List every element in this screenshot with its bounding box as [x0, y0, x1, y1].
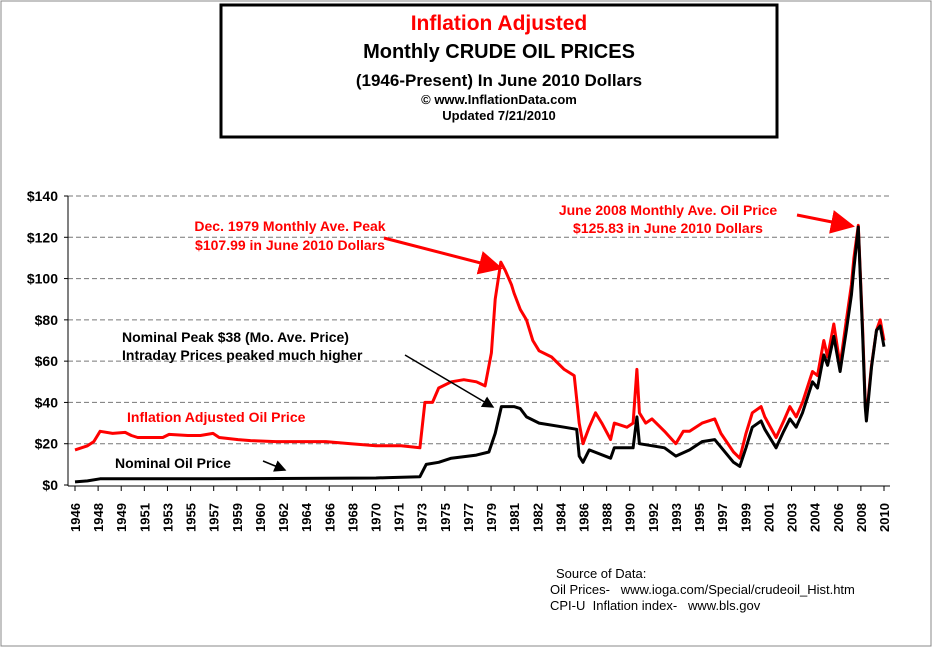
- series-lines: [74, 223, 886, 484]
- x-tick-label: 1960: [253, 503, 268, 532]
- annotation-nominal-peak-line2: Intraday Prices peaked much higher: [122, 347, 363, 363]
- x-tick-label: 2003: [785, 503, 800, 532]
- annotation-nominal-peak-line1: Nominal Peak $38 (Mo. Ave. Price): [122, 329, 349, 345]
- annotation-2008-peak-line1: June 2008 Monthly Ave. Oil Price: [559, 202, 778, 218]
- x-tick-label: 1953: [160, 503, 175, 532]
- x-tick-label: 1999: [738, 503, 753, 532]
- x-tick-label: 1973: [415, 503, 430, 532]
- source-cpi: CPI-U Inflation index- www.bls.gov: [550, 598, 761, 613]
- x-tick-label: 1981: [507, 503, 522, 532]
- y-tick-label: $0: [42, 477, 58, 493]
- title-box: [219, 3, 779, 139]
- x-tick-label: 1946: [68, 503, 83, 532]
- x-tick-label: 1970: [368, 503, 383, 532]
- nominal-price-line: [74, 225, 886, 484]
- x-tick-label: 1959: [230, 503, 245, 532]
- source-oil-prices: Oil Prices- www.ioga.com/Special/crudeoi…: [550, 582, 855, 597]
- y-tick-label: $60: [35, 353, 59, 369]
- arrow-1979-peak: [383, 236, 503, 275]
- y-tick-label: $120: [27, 229, 58, 245]
- y-tick-label: $80: [35, 312, 59, 328]
- y-tick-label: $20: [35, 436, 59, 452]
- x-tick-label: 2004: [808, 502, 823, 532]
- x-tick-label: 1986: [577, 503, 592, 532]
- source-heading: Source of Data:: [556, 566, 646, 581]
- y-tick-label: $140: [27, 188, 58, 204]
- x-tick-label: 1992: [646, 503, 661, 532]
- x-tick-label: 1955: [184, 503, 199, 532]
- x-tick-label: 1964: [299, 502, 314, 532]
- x-axis-ticks: 1946 1948 1949 1951 1953 1955 1957 1959 1960 1962…: [68, 486, 892, 532]
- annotation-1979-peak-line2: $107.99 in June 2010 Dollars: [195, 237, 385, 253]
- arrow-nominal-label: [262, 460, 287, 472]
- x-tick-label: 2010: [877, 503, 892, 532]
- x-tick-label: 1968: [345, 503, 360, 532]
- x-tick-label: 1977: [461, 503, 476, 532]
- nominal-series-label: Nominal Oil Price: [115, 455, 231, 471]
- y-axis-ticks: $0 $20 $40 $60 $80 $100 $120 $140: [27, 188, 68, 493]
- adjusted-series-label: Inflation Adjusted Oil Price: [127, 409, 306, 425]
- x-tick-label: 1988: [600, 503, 615, 532]
- title-line1: Inflation Adjusted: [411, 12, 588, 35]
- x-tick-label: 1948: [91, 503, 106, 532]
- x-tick-label: 1984: [553, 502, 568, 532]
- title-line5: Updated 7/21/2010: [442, 108, 555, 123]
- arrow-nominal-peak: [404, 354, 495, 408]
- x-tick-label: 1990: [623, 503, 638, 532]
- x-tick-label: 1995: [692, 503, 707, 532]
- x-tick-label: 1982: [530, 503, 545, 532]
- x-tick-label: 2008: [854, 503, 869, 532]
- arrow-2008-peak: [796, 210, 855, 234]
- x-tick-label: 1971: [392, 503, 407, 532]
- gridlines: [68, 195, 890, 445]
- title-line3: (1946-Present) In June 2010 Dollars: [356, 71, 642, 90]
- y-tick-label: $100: [27, 271, 58, 287]
- x-tick-label: 1951: [137, 503, 152, 532]
- annotation-1979-peak-line1: Dec. 1979 Monthly Ave. Peak: [194, 218, 385, 234]
- title-line2: Monthly CRUDE OIL PRICES: [363, 41, 635, 63]
- annotation-2008-peak-line2: $125.83 in June 2010 Dollars: [573, 220, 763, 236]
- x-tick-label: 1966: [322, 503, 337, 532]
- x-tick-label: 1975: [438, 503, 453, 532]
- x-tick-label: 2006: [831, 503, 846, 532]
- x-tick-label: 1949: [114, 503, 129, 532]
- x-tick-label: 1962: [276, 503, 291, 532]
- adjusted-price-line: [74, 223, 886, 460]
- x-tick-label: 1979: [484, 503, 499, 532]
- title-line4: © www.InflationData.com: [421, 92, 577, 107]
- x-tick-label: 2001: [761, 503, 776, 532]
- x-tick-label: 1997: [715, 503, 730, 532]
- y-tick-label: $40: [35, 394, 59, 410]
- x-tick-label: 1957: [207, 503, 222, 532]
- x-tick-label: 1993: [669, 503, 684, 532]
